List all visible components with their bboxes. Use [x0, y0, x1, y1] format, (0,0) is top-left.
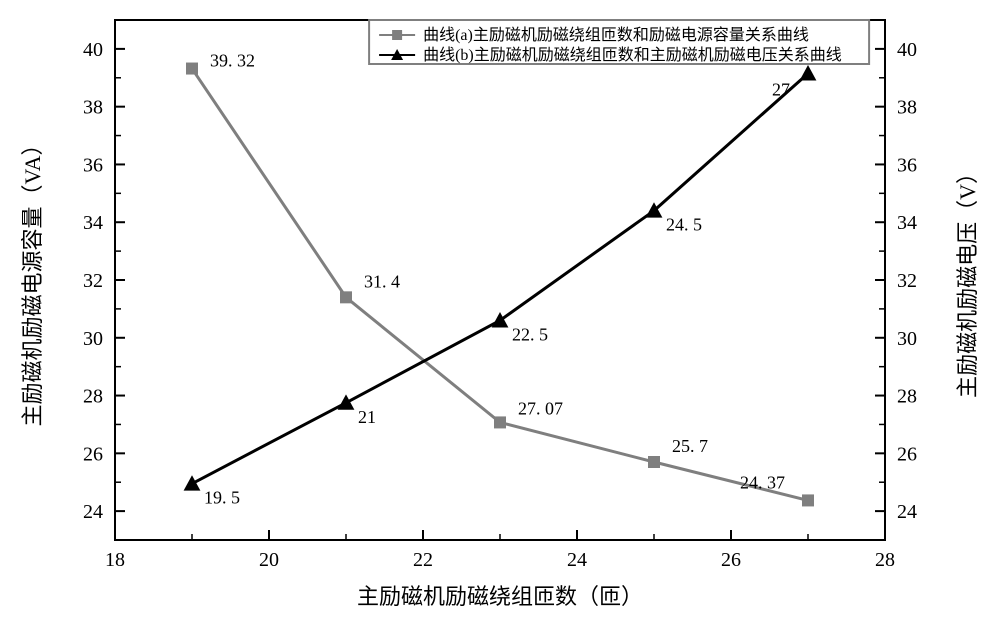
y-right-tick-label: 32 — [897, 270, 917, 292]
series-data-label: 31. 4 — [364, 271, 400, 291]
legend-label: 曲线(b)主励磁机励磁绕组匝数和主励磁机励磁电压关系曲线 — [423, 46, 842, 64]
y-right-tick-label: 38 — [897, 97, 917, 119]
x-axis-title: 主励磁机励磁绕组匝数（匝） — [357, 584, 643, 609]
y-left-tick-label: 26 — [83, 443, 103, 465]
y-left-tick-label: 30 — [83, 328, 103, 350]
x-tick-label: 24 — [567, 549, 587, 571]
y-left-tick-label: 24 — [83, 501, 103, 523]
series-data-label: 24. 5 — [666, 215, 702, 235]
series-data-label: 27 — [772, 79, 790, 99]
x-tick-label: 26 — [721, 549, 741, 571]
x-tick-label: 18 — [105, 549, 125, 571]
series-data-label: 19. 5 — [204, 488, 240, 508]
chart-root: 18 20 22 24 26 28 主励磁机励磁绕组匝数（匝） 24 26 28 30 32 34 36 3… — [0, 0, 1000, 624]
y-left-tick-label: 38 — [83, 97, 103, 119]
x-tick-label: 28 — [875, 549, 895, 571]
y-right-tick-label: 30 — [897, 328, 917, 350]
series-marker-curve-a — [802, 494, 814, 506]
series-marker-curve-a — [648, 456, 660, 468]
series-marker-curve-a — [340, 291, 352, 303]
y-right-tick-label: 24 — [897, 501, 917, 523]
y-right-tick-label: 36 — [897, 154, 917, 176]
series-data-label: 24. 37 — [740, 472, 785, 492]
legend: 曲线(a)主励磁机励磁绕组匝数和励磁电源容量关系曲线曲线(b)主励磁机励磁绕组匝… — [369, 20, 869, 64]
y-left-tick-label: 34 — [83, 212, 103, 234]
series-data-label: 25. 7 — [672, 436, 708, 456]
legend-label: 曲线(a)主励磁机励磁绕组匝数和励磁电源容量关系曲线 — [423, 26, 809, 44]
x-tick-label: 20 — [259, 549, 279, 571]
y-left-axis-title: 主励磁机励磁电源容量（VA） — [20, 134, 45, 427]
series-data-label: 27. 07 — [518, 398, 563, 418]
y-left-tick-label: 28 — [83, 386, 103, 408]
y-left-tick-label: 40 — [83, 39, 103, 61]
y-right-axis-title: 主励磁机励磁电压（V） — [955, 162, 980, 398]
series-data-label: 21 — [358, 407, 376, 427]
chart-background — [0, 0, 1000, 624]
y-right-tick-label: 34 — [897, 212, 917, 234]
series-marker-curve-a — [494, 416, 506, 428]
y-right-tick-label: 28 — [897, 386, 917, 408]
series-marker-curve-a — [186, 63, 198, 75]
legend-marker — [392, 30, 402, 40]
y-left-tick-label: 32 — [83, 270, 103, 292]
y-left-tick-label: 36 — [83, 154, 103, 176]
series-data-label: 39. 32 — [210, 51, 255, 71]
y-right-tick-label: 26 — [897, 443, 917, 465]
y-right-tick-label: 40 — [897, 39, 917, 61]
x-tick-label: 22 — [413, 549, 433, 571]
series-data-label: 22. 5 — [512, 324, 548, 344]
